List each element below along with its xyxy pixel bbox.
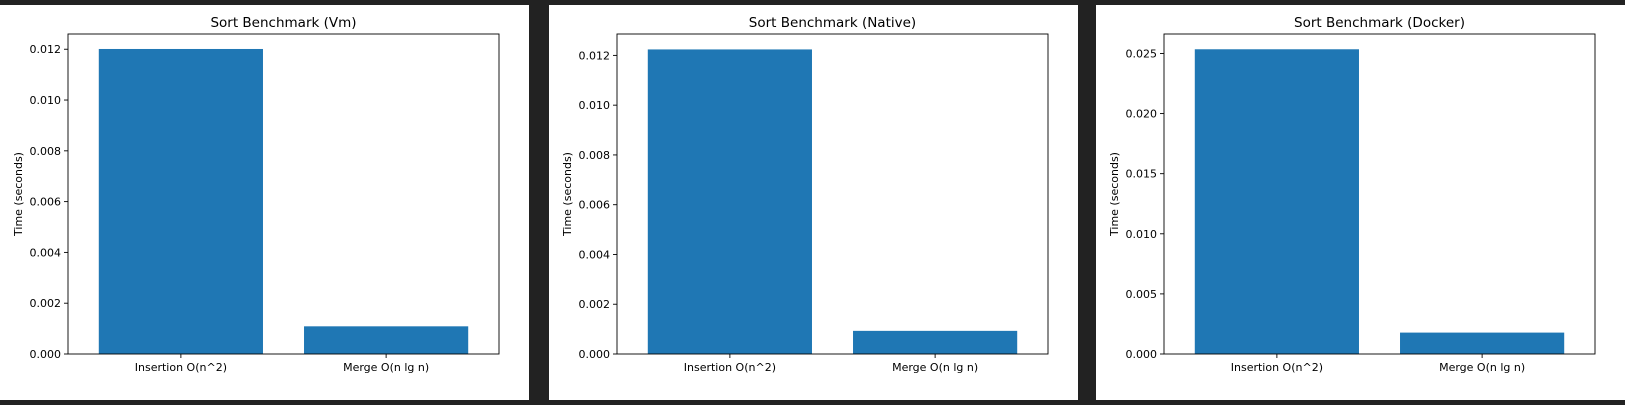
y-axis-label: Time (seconds): [12, 152, 25, 237]
chart-panel-docker: Insertion O(n^2) Merge O(n lg n) 0.000 0.00…: [1096, 5, 1625, 400]
y-tick-label: 0.020: [1126, 108, 1158, 121]
y-tick-label: 0.025: [1126, 47, 1158, 60]
y-tick-label: 0.000: [1126, 348, 1158, 361]
axes-frame: [67, 33, 500, 355]
y-tick-label: 0.012: [579, 49, 611, 62]
y-tick-label: 0.010: [1126, 228, 1158, 241]
y-tick-label: 0.012: [30, 43, 62, 56]
x-tick-label: Insertion O(n^2): [684, 361, 776, 374]
axes-frame: [616, 33, 1049, 355]
x-tick-label: Merge O(n lg n): [892, 361, 978, 374]
y-tick-label: 0.004: [30, 246, 62, 259]
chart-svg: Insertion O(n^2) Merge O(n lg n) 0.000 0.00…: [12, 15, 500, 374]
y-tick-label: 0.015: [1126, 168, 1158, 181]
y-axis-label: Time (seconds): [561, 152, 574, 237]
axes-frame: [1163, 33, 1596, 355]
chart-title: Sort Benchmark (Vm): [210, 15, 356, 31]
x-tick-label: Merge O(n lg n): [343, 361, 429, 374]
bar-insertion: [647, 49, 812, 355]
y-tick-label: 0.002: [30, 297, 62, 310]
chart-title: Sort Benchmark (Docker): [1294, 15, 1465, 31]
x-tick-label: Insertion O(n^2): [135, 361, 227, 374]
bar-merge: [1400, 332, 1565, 354]
y-tick-label: 0.010: [30, 94, 62, 107]
x-tick-label: Insertion O(n^2): [1231, 361, 1323, 374]
y-tick-label: 0.008: [30, 145, 62, 158]
chart-panel-vm: Insertion O(n^2) Merge O(n lg n) 0.000 0.00…: [0, 5, 529, 400]
bar-insertion: [1194, 49, 1359, 355]
y-tick-label: 0.004: [579, 248, 611, 261]
bar-insertion: [98, 48, 263, 354]
y-tick-label: 0.000: [30, 348, 62, 361]
y-tick-label: 0.006: [30, 196, 62, 209]
y-tick-label: 0.006: [579, 199, 611, 212]
chart-svg: Insertion O(n^2) Merge O(n lg n) 0.000 0.00…: [561, 15, 1049, 374]
y-tick-label: 0.008: [579, 149, 611, 162]
bar-merge: [853, 330, 1018, 354]
y-tick-label: 0.002: [579, 298, 611, 311]
bar-merge: [304, 326, 469, 354]
chart-title: Sort Benchmark (Native): [749, 15, 916, 31]
chart-panel-native: Insertion O(n^2) Merge O(n lg n) 0.000 0.00…: [549, 5, 1078, 400]
x-tick-label: Merge O(n lg n): [1439, 361, 1525, 374]
y-tick-label: 0.000: [579, 348, 611, 361]
y-tick-label: 0.005: [1126, 288, 1158, 301]
chart-svg: Insertion O(n^2) Merge O(n lg n) 0.000 0.00…: [1108, 15, 1596, 374]
y-tick-label: 0.010: [579, 99, 611, 112]
y-axis-label: Time (seconds): [1108, 152, 1121, 237]
